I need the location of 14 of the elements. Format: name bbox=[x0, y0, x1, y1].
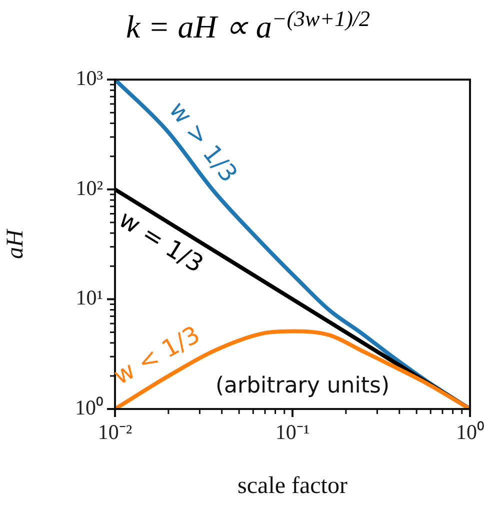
text: w < 1/3 bbox=[109, 320, 204, 390]
x-tick-label: 10⁰ bbox=[456, 420, 484, 444]
chart-title: k = aH ∝ a$^{−(3w+1)/2}$ bbox=[124, 6, 372, 46]
y-tick-label: 10² bbox=[76, 176, 103, 200]
y-axis-title: aH bbox=[2, 228, 29, 259]
y-tick-label: 10³ bbox=[76, 66, 103, 90]
annotation: (arbitrary units) bbox=[215, 374, 390, 399]
x-tick-label: 10⁻¹ bbox=[275, 420, 310, 444]
text: w > 1/3 bbox=[163, 96, 243, 188]
y-tick-label: 10⁰ bbox=[75, 396, 103, 420]
x-axis-title: scale factor bbox=[238, 472, 348, 499]
text: w = 1/3 bbox=[114, 205, 208, 278]
y-tick-label: 10¹ bbox=[76, 286, 103, 310]
x-tick-label: 10⁻² bbox=[98, 420, 132, 444]
